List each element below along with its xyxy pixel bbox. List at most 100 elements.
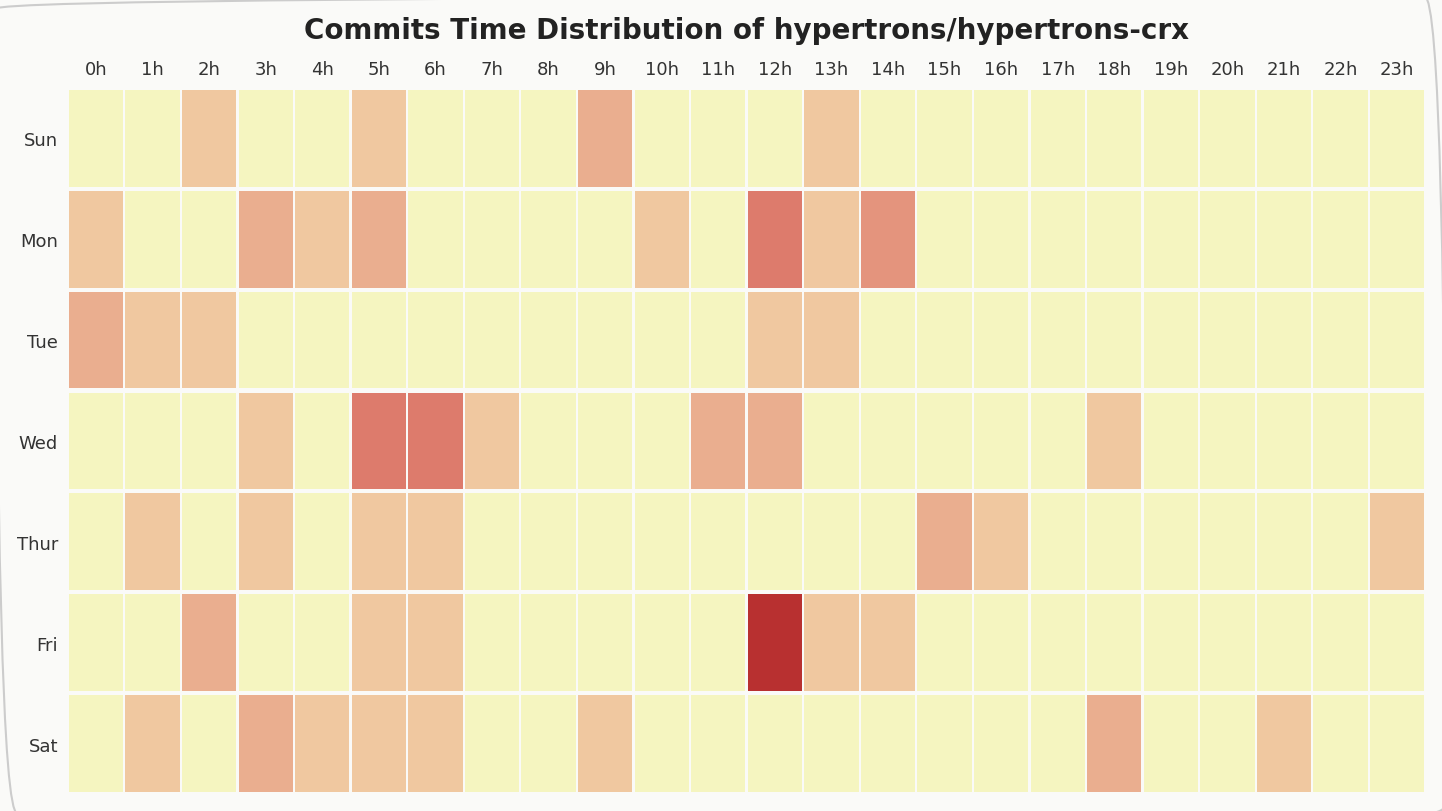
Bar xyxy=(748,292,802,389)
Bar xyxy=(408,191,463,288)
Bar xyxy=(1370,696,1425,792)
Bar xyxy=(691,191,746,288)
Bar xyxy=(973,494,1028,590)
Bar xyxy=(69,393,123,490)
Bar xyxy=(1087,91,1142,187)
Bar xyxy=(352,292,407,389)
Bar xyxy=(1031,393,1084,490)
Bar xyxy=(748,494,802,590)
Bar xyxy=(464,91,519,187)
Bar xyxy=(238,696,293,792)
Bar xyxy=(578,594,632,692)
Bar xyxy=(1031,292,1084,389)
Bar xyxy=(578,191,632,288)
Bar xyxy=(805,494,858,590)
Bar xyxy=(464,594,519,692)
Bar xyxy=(125,594,180,692)
Bar xyxy=(1257,292,1311,389)
Bar xyxy=(691,91,746,187)
Bar xyxy=(1257,594,1311,692)
Bar xyxy=(69,594,123,692)
Bar xyxy=(917,594,972,692)
Bar xyxy=(1087,393,1142,490)
Bar xyxy=(1370,594,1425,692)
Bar xyxy=(296,191,349,288)
Bar xyxy=(352,696,407,792)
Bar xyxy=(861,494,916,590)
Bar xyxy=(1200,594,1255,692)
Bar xyxy=(125,191,180,288)
Bar xyxy=(125,91,180,187)
Bar xyxy=(578,292,632,389)
Bar xyxy=(182,191,236,288)
Bar xyxy=(1144,91,1198,187)
Bar xyxy=(1314,393,1367,490)
Bar xyxy=(1087,594,1142,692)
Bar xyxy=(522,292,575,389)
Bar xyxy=(578,494,632,590)
Bar xyxy=(578,91,632,187)
Bar xyxy=(973,91,1028,187)
Bar xyxy=(1257,494,1311,590)
Bar xyxy=(408,393,463,490)
Bar xyxy=(408,494,463,590)
Bar xyxy=(691,393,746,490)
Bar xyxy=(238,292,293,389)
Bar xyxy=(296,494,349,590)
Bar xyxy=(1314,191,1367,288)
Bar xyxy=(748,191,802,288)
Bar xyxy=(1370,494,1425,590)
Bar xyxy=(1257,696,1311,792)
Bar xyxy=(1200,696,1255,792)
Bar xyxy=(352,494,407,590)
Bar xyxy=(182,494,236,590)
Bar xyxy=(1314,494,1367,590)
Bar xyxy=(861,393,916,490)
Bar xyxy=(522,696,575,792)
Bar xyxy=(805,191,858,288)
Bar xyxy=(1200,393,1255,490)
Bar xyxy=(352,191,407,288)
Bar xyxy=(1200,494,1255,590)
Bar xyxy=(634,393,689,490)
Bar xyxy=(69,191,123,288)
Bar xyxy=(1370,91,1425,187)
Bar xyxy=(578,393,632,490)
Bar xyxy=(69,292,123,389)
Bar xyxy=(1087,494,1142,590)
Bar xyxy=(522,91,575,187)
Bar xyxy=(296,393,349,490)
Bar xyxy=(352,594,407,692)
Bar xyxy=(1144,696,1198,792)
Bar xyxy=(408,91,463,187)
Bar xyxy=(1144,191,1198,288)
Bar xyxy=(1087,292,1142,389)
Bar xyxy=(1314,594,1367,692)
Bar xyxy=(464,191,519,288)
Bar xyxy=(748,91,802,187)
Bar xyxy=(748,594,802,692)
Bar xyxy=(691,696,746,792)
Bar xyxy=(408,696,463,792)
Bar xyxy=(1031,594,1084,692)
Bar xyxy=(522,494,575,590)
Bar xyxy=(522,191,575,288)
Bar xyxy=(69,91,123,187)
Bar xyxy=(1257,393,1311,490)
Bar xyxy=(125,494,180,590)
Bar xyxy=(861,594,916,692)
Bar xyxy=(1144,292,1198,389)
Bar xyxy=(973,696,1028,792)
Bar xyxy=(522,594,575,692)
Bar xyxy=(69,494,123,590)
Bar xyxy=(1144,393,1198,490)
Bar xyxy=(1370,393,1425,490)
Bar xyxy=(634,91,689,187)
Bar xyxy=(1031,494,1084,590)
Bar xyxy=(296,594,349,692)
Bar xyxy=(182,696,236,792)
Bar xyxy=(296,91,349,187)
Bar xyxy=(1200,292,1255,389)
Bar xyxy=(691,292,746,389)
Bar xyxy=(238,393,293,490)
